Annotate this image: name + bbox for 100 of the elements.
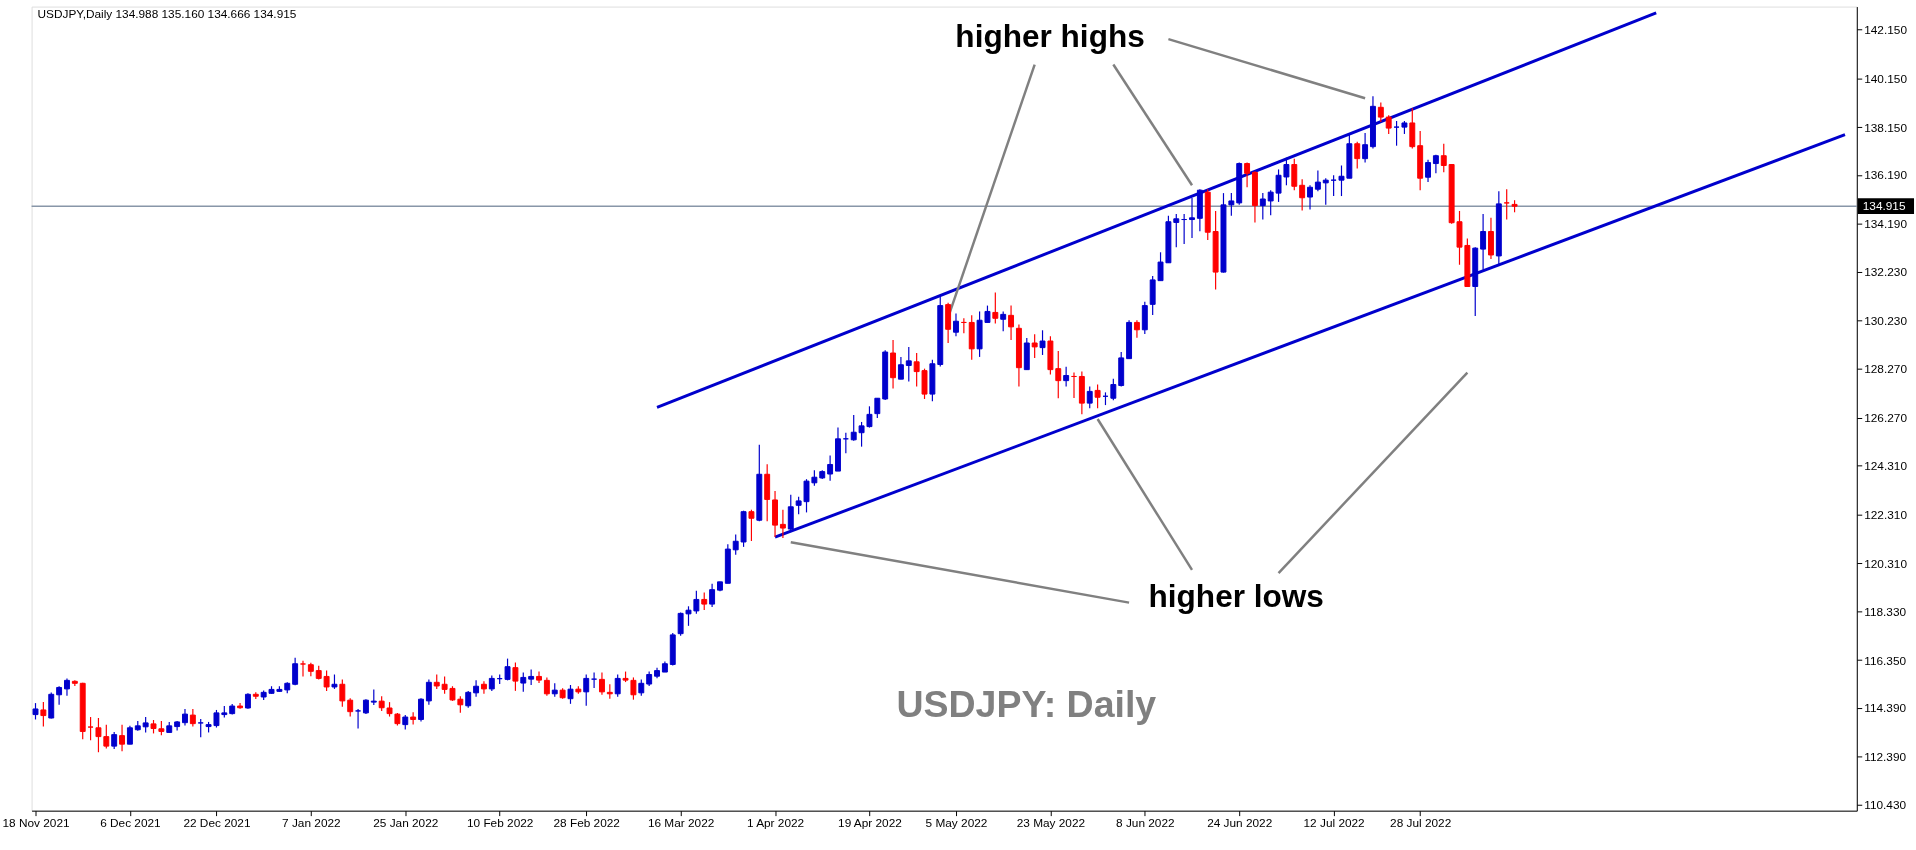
y-tick-label: 128.270 <box>1864 362 1908 377</box>
y-tick-label: 130.230 <box>1864 314 1908 329</box>
candlestick <box>48 692 55 720</box>
y-tick-label: 132.230 <box>1864 265 1908 280</box>
candlestick <box>1440 143 1447 173</box>
x-tick-label: 1 Apr 2022 <box>746 815 805 830</box>
chart-title: USDJPY,Daily 134.988 135.160 134.666 134.915 <box>37 7 297 22</box>
candlestick <box>418 697 424 723</box>
candlestick <box>473 679 480 698</box>
candlestick <box>1480 213 1487 271</box>
y-tick-label: 126.270 <box>1864 410 1908 425</box>
y-tick-label: 134.190 <box>1864 217 1908 232</box>
candlestick <box>410 711 417 726</box>
x-tick-label: 28 Feb 2022 <box>553 815 620 830</box>
annotation: higher highs <box>955 18 1145 54</box>
candlestick <box>748 509 755 542</box>
annotation: higher lows <box>1148 578 1324 615</box>
y-tick-label: 138.150 <box>1864 120 1908 135</box>
candlestick <box>1425 159 1431 183</box>
candlestick <box>1086 385 1093 409</box>
candlestick <box>905 346 912 383</box>
y-tick-label: 116.350 <box>1864 653 1907 668</box>
candlestick <box>1291 158 1298 191</box>
x-tick-label: 5 May 2022 <box>925 815 988 830</box>
x-tick-label: 10 Feb 2022 <box>466 815 534 830</box>
y-tick-label: 118.330 <box>1864 605 1907 620</box>
x-tick-label: 23 May 2022 <box>1016 815 1086 830</box>
candlestick <box>1322 177 1329 206</box>
annotation: USDJPY: Daily <box>896 682 1157 725</box>
candlestick <box>1063 366 1070 388</box>
candlestick <box>1039 329 1046 356</box>
candlestick <box>1362 132 1369 164</box>
candlestick <box>1314 169 1321 192</box>
candlestick <box>1008 304 1015 341</box>
candlestick <box>56 685 63 706</box>
x-tick-label: 7 Jan 2022 <box>282 815 341 830</box>
candlestick <box>992 292 999 325</box>
y-tick-label: 110.430 <box>1864 798 1907 813</box>
y-tick-label: 136.190 <box>1864 168 1908 183</box>
candlestick <box>1393 120 1400 147</box>
x-tick-label: 8 Jun 2022 <box>1116 815 1175 830</box>
candlestick <box>1031 333 1038 359</box>
candlestick <box>709 583 716 608</box>
y-tick-label: 142.150 <box>1864 22 1908 37</box>
y-tick-label: 120.310 <box>1864 556 1908 571</box>
candlestick <box>953 312 959 337</box>
x-tick-label: 19 Apr 2022 <box>838 815 902 830</box>
x-tick-label: 22 Dec 2021 <box>183 815 251 830</box>
candlestick <box>897 356 904 380</box>
candlestick <box>126 725 133 745</box>
x-tick-label: 28 Jul 2022 <box>1390 815 1452 830</box>
candlestick <box>1133 319 1140 339</box>
candlestick <box>1385 114 1392 135</box>
candlestick <box>87 716 94 741</box>
candlestick <box>40 701 47 728</box>
candlestick <box>1094 383 1101 409</box>
candlestick <box>425 678 432 706</box>
y-tick-label: 140.150 <box>1864 71 1908 86</box>
candlestick <box>292 657 299 686</box>
candlestick <box>1354 141 1361 170</box>
ref-line-label: 134.915 <box>1862 199 1906 214</box>
y-tick-label: 122.310 <box>1864 507 1908 522</box>
x-tick-label: 24 Jun 2022 <box>1207 815 1273 830</box>
x-tick-label: 6 Dec 2021 <box>100 815 161 830</box>
candlestick <box>1503 188 1510 221</box>
candlestick <box>520 671 527 693</box>
candlestick <box>1488 217 1494 260</box>
candlestick <box>583 673 590 707</box>
candlestick <box>480 680 487 695</box>
candlestick <box>1307 184 1313 211</box>
candlestick <box>1189 197 1195 239</box>
y-tick-label: 124.310 <box>1864 458 1908 473</box>
candlestick <box>1259 192 1266 221</box>
candlestick <box>827 454 834 482</box>
candlestick <box>591 671 598 689</box>
y-tick-label: 114.390 <box>1864 701 1907 716</box>
candlestick <box>874 397 881 419</box>
candlestick <box>1110 378 1117 401</box>
candlestick <box>1299 178 1306 212</box>
candlestick <box>347 697 354 718</box>
x-tick-label: 25 Jan 2022 <box>373 815 439 830</box>
candlestick <box>787 494 794 531</box>
candlestick <box>339 678 346 708</box>
candlestick <box>598 671 605 696</box>
candlestick <box>567 684 574 705</box>
candlestick <box>1409 107 1416 150</box>
y-tick-label: 112.390 <box>1864 750 1907 765</box>
candlestick <box>119 724 126 752</box>
candlestick <box>779 509 786 539</box>
candlestick <box>543 676 550 697</box>
candlestick <box>197 718 204 738</box>
candlestick <box>1244 161 1251 188</box>
candlestick <box>1000 310 1007 332</box>
candlestick <box>1377 101 1384 123</box>
x-tick-label: 12 Jul 2022 <box>1303 815 1365 830</box>
x-tick-label: 18 Nov 2021 <box>2 815 70 830</box>
candlestick <box>512 661 519 692</box>
candlestick <box>355 708 362 730</box>
candlestick <box>614 673 621 698</box>
x-tick-label: 16 Mar 2022 <box>647 815 715 830</box>
